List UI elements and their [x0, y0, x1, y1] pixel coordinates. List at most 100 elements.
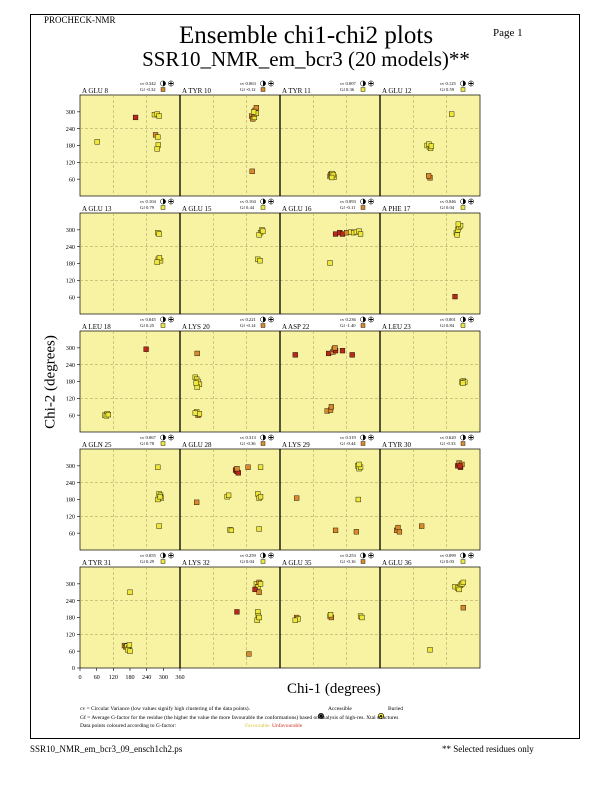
y-tick-label: 60: [69, 530, 75, 537]
gfactor-swatch: [260, 205, 266, 210]
y-tick-label: 60: [69, 294, 75, 301]
y-tick-label: 0: [72, 665, 75, 672]
panel-cv: cv 0.099: [440, 553, 457, 558]
y-tick-label: 240: [66, 598, 75, 605]
x-tick-label: 0: [78, 674, 81, 681]
panel-label: A LEU 23: [382, 323, 411, 331]
exposure-icon: [269, 435, 273, 440]
legend-favourable: Favourable: [245, 723, 270, 729]
y-tick-label: 300: [66, 109, 75, 116]
accessibility-icon: [263, 81, 266, 86]
panel-label: A TYR 30: [382, 441, 412, 449]
panel-gf: Gf 0.79: [140, 205, 155, 210]
data-point: [257, 581, 264, 587]
x-tick-label: 120: [109, 674, 118, 681]
data-point: [127, 648, 133, 654]
data-point: [332, 527, 339, 533]
panel-cv: cv 0.007: [340, 81, 357, 86]
data-point: [356, 461, 362, 468]
panel-label: A TYR 10: [182, 87, 212, 95]
x-tick-label: 180: [125, 674, 134, 681]
accessibility-icon: [163, 199, 166, 204]
y-tick-label: 300: [66, 345, 75, 352]
data-point: [256, 589, 262, 595]
accessibility-icon: [463, 199, 466, 204]
accessibility-icon: [463, 553, 466, 558]
data-point: [194, 350, 200, 357]
accessibility-icon: [163, 81, 166, 86]
accessibility-icon: [263, 317, 266, 322]
data-point: [426, 173, 432, 179]
panel-label: A GLU 36: [382, 559, 412, 567]
gfactor-swatch: [360, 559, 366, 564]
exposure-icon: [369, 435, 373, 440]
panel-cv: cv 0.236: [340, 317, 357, 322]
panel-gf: Gf 0.59: [440, 87, 455, 92]
y-tick-label: 180: [66, 497, 75, 504]
x-tick-label: 240: [142, 674, 151, 681]
data-point: [234, 609, 240, 615]
panel-cv: cv 0.342: [140, 81, 157, 86]
exposure-icon: [169, 317, 173, 322]
panel-cv: cv 0.067: [140, 435, 157, 440]
legend-accessible: Accessible: [328, 706, 352, 712]
panel-label: A TYR 31: [82, 559, 112, 567]
data-point: [155, 134, 161, 140]
data-point: [245, 464, 251, 470]
data-point: [252, 586, 258, 593]
exposure-icon: [369, 199, 373, 204]
data-point: [353, 529, 359, 535]
exposure-icon: [369, 553, 373, 558]
data-point: [328, 404, 334, 410]
data-point: [256, 526, 262, 532]
panel-label: A GLU 12: [382, 87, 412, 95]
data-point: [359, 614, 365, 621]
panel-gf: Gf 0.29: [140, 559, 155, 564]
gfactor-swatch: [460, 441, 466, 446]
data-point: [460, 380, 466, 386]
exposure-icon: [169, 81, 173, 86]
data-point: [257, 258, 263, 264]
data-point: [194, 499, 200, 505]
exposure-icon: [169, 435, 173, 440]
data-point: [94, 139, 100, 145]
chart-title: Ensemble chi1-chi2 plots: [178, 22, 434, 49]
data-point: [257, 494, 264, 500]
exposure-icon: [369, 81, 373, 86]
panel-label: A ASP 22: [282, 323, 310, 331]
panel-cv: cv 0.253: [340, 553, 357, 558]
exposure-icon: [169, 199, 173, 204]
exposure-icon: [269, 317, 273, 322]
accessibility-icon: [363, 553, 366, 558]
data-point: [419, 523, 425, 529]
data-point: [349, 352, 355, 358]
panel-cv: cv 0.319: [340, 435, 357, 440]
gfactor-swatch: [460, 323, 466, 328]
gfactor-swatch: [160, 205, 166, 210]
gfactor-swatch: [160, 87, 166, 92]
data-point: [427, 647, 433, 653]
legend-colour: Data points coloured according to G-fact…: [80, 723, 177, 729]
chart-subtitle: SSR10_NMR_em_bcr3 (20 models)**: [142, 47, 470, 71]
accessibility-icon: [263, 435, 266, 440]
y-tick-label: 120: [66, 160, 75, 167]
panel-label: A TYR 11: [282, 87, 311, 95]
accessibility-icon: [163, 435, 166, 440]
panel-gf: Gf 0.36: [340, 87, 355, 92]
page-number: Page 1: [493, 27, 523, 39]
panel-gf: Gf -1.40: [340, 323, 356, 328]
y-tick-label: 180: [66, 261, 75, 268]
accessibility-icon: [163, 317, 166, 322]
y-tick-label: 60: [69, 648, 75, 655]
data-point: [251, 109, 257, 115]
y-tick-label: 300: [66, 227, 75, 234]
data-point: [452, 294, 458, 300]
data-point: [154, 259, 160, 265]
data-point: [329, 174, 335, 181]
gfactor-swatch: [260, 441, 266, 446]
accessibility-icon: [363, 435, 366, 440]
gfactor-swatch: [160, 559, 166, 564]
panel-cv: cv 0.063: [240, 81, 257, 86]
data-point: [193, 380, 199, 386]
panel-gf: Gf -0.44: [340, 441, 356, 446]
